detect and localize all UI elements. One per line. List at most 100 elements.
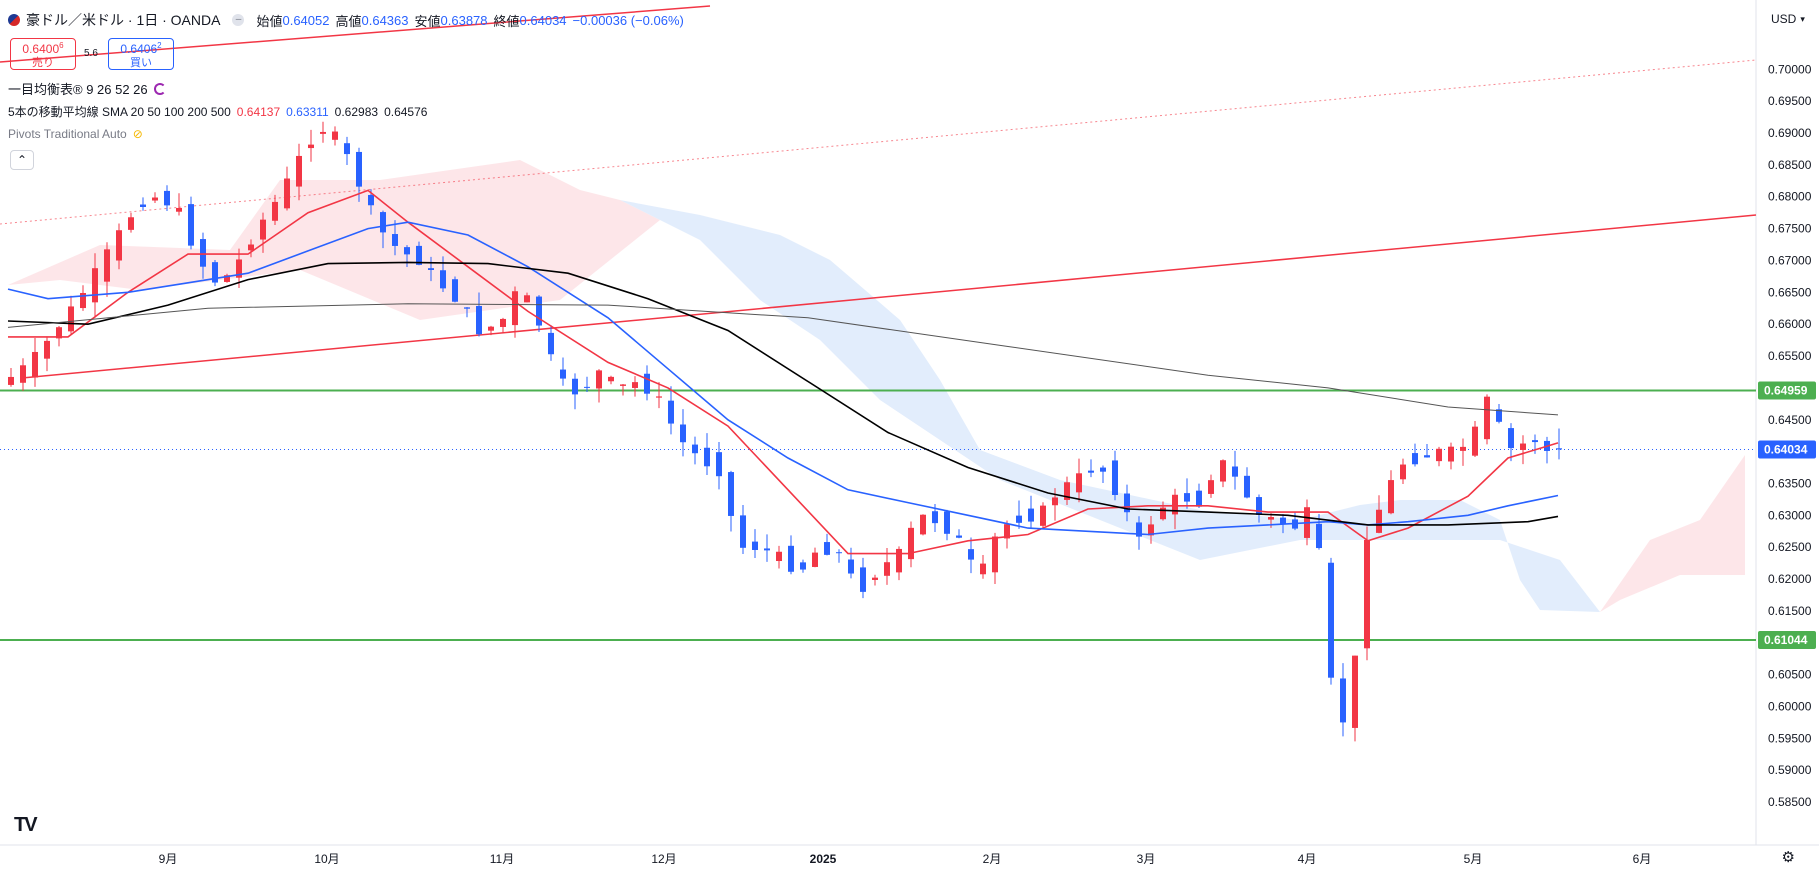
y-tick-label: 0.62000 — [1768, 572, 1812, 586]
x-tick-label: 2月 — [983, 852, 1002, 866]
sma-line-sma20[interactable] — [8, 189, 1559, 555]
x-tick-label: 12月 — [651, 852, 676, 866]
candle-body — [1472, 426, 1478, 456]
sell-price: 0.6400 — [22, 41, 60, 56]
close-label: 終値 — [493, 13, 520, 29]
candle-body — [1100, 467, 1106, 472]
channel-bottom-line[interactable] — [21, 214, 1757, 379]
candle-body — [608, 376, 614, 382]
pivots-label: Pivots Traditional Auto — [8, 127, 127, 141]
candle-body — [140, 204, 146, 207]
candle-body — [824, 542, 830, 555]
candle-body — [812, 552, 818, 567]
buy-button[interactable]: 0.64062 買い — [108, 38, 174, 70]
candle-body — [1340, 678, 1346, 723]
y-tick-label: 0.66500 — [1768, 285, 1812, 299]
symbol-title[interactable]: 豪ドル／米ドル · 1日 · OANDA — [26, 12, 221, 28]
candle-body — [572, 378, 578, 395]
current-price-tag[interactable] — [1758, 440, 1816, 459]
candle-body — [1496, 409, 1502, 422]
tradingview-logo-icon: TV — [14, 814, 38, 836]
currency-label: USD — [1771, 12, 1797, 26]
level-0-tag-label: 0.64959 — [1764, 384, 1808, 398]
candle-body — [260, 219, 266, 240]
hidden-eye-icon[interactable]: ⊘ — [132, 127, 143, 141]
candle-body — [836, 552, 842, 554]
candle-body — [104, 249, 110, 282]
level-1-tag[interactable] — [1758, 630, 1816, 649]
tradingview-logo[interactable]: TV — [14, 814, 38, 837]
candle-body — [980, 563, 986, 575]
sma-label: 5本の移動平均線 SMA 20 50 100 200 500 — [8, 105, 231, 119]
y-tick-label: 0.67500 — [1768, 222, 1812, 236]
channel-mid-line[interactable] — [0, 59, 1757, 225]
candle-body — [668, 400, 674, 424]
candle-body — [332, 131, 338, 140]
collapse-legend-button[interactable]: ⌃ — [10, 150, 34, 170]
low-label: 安値 — [414, 13, 441, 29]
candle-body — [44, 340, 50, 359]
candle-body — [416, 245, 422, 265]
ichimoku-legend[interactable]: 一目均衡表® 9 26 52 26 — [8, 79, 166, 98]
candle-body — [1448, 446, 1454, 462]
y-tick-label: 0.59000 — [1768, 763, 1812, 777]
candle-body — [1508, 428, 1514, 449]
candle-body — [764, 548, 770, 551]
candle-body — [548, 332, 554, 355]
buy-price: 0.6406 — [120, 41, 158, 56]
candle-body — [488, 326, 494, 331]
settings-gear-button[interactable]: ⚙ — [1782, 848, 1795, 866]
y-tick-label: 0.60500 — [1768, 668, 1812, 682]
y-tick-label: 0.65500 — [1768, 349, 1812, 363]
candle-body — [1040, 505, 1046, 526]
candle-body — [656, 396, 662, 398]
candle-body — [1124, 493, 1130, 513]
candle-body — [716, 452, 722, 477]
open-value: 0.64052 — [282, 12, 330, 28]
candle-body — [80, 292, 86, 309]
currency-button[interactable]: USD ▾ — [1763, 8, 1819, 30]
pivots-legend[interactable]: Pivots Traditional Auto ⊘ — [8, 127, 143, 141]
candle-body — [308, 144, 314, 149]
y-tick-label: 0.68500 — [1768, 158, 1812, 172]
candle-body — [344, 143, 350, 155]
candle-body — [464, 307, 470, 309]
y-tick-label: 0.63000 — [1768, 508, 1812, 522]
candle-body — [1400, 464, 1406, 480]
candle-body — [1136, 522, 1142, 537]
candle-body — [1436, 448, 1442, 462]
candle-body — [788, 545, 794, 572]
sma20-value: 0.64137 — [236, 104, 281, 119]
y-tick-label: 0.70000 — [1768, 62, 1812, 76]
candle-body — [860, 567, 866, 592]
candle-body — [992, 536, 998, 573]
level-1-tag-label: 0.61044 — [1764, 633, 1808, 647]
candle-body — [632, 382, 638, 388]
candle-body — [1328, 562, 1334, 678]
candle-body — [452, 279, 458, 302]
ichimoku-cloud-future — [1600, 455, 1745, 612]
candle-body — [944, 511, 950, 534]
buy-label: 買い — [130, 56, 152, 69]
level-0-tag[interactable] — [1758, 381, 1816, 400]
candle-body — [284, 178, 290, 209]
candle-body — [1148, 524, 1154, 536]
symbol-legend[interactable]: 豪ドル／米ドル · 1日 · OANDA – 始値 0.64052 高値 0.643… — [8, 10, 684, 30]
candle-body — [8, 376, 14, 385]
candle-body — [356, 151, 362, 187]
sma-legend[interactable]: 5本の移動平均線 SMA 20 50 100 200 500 0.64137 0… — [8, 103, 427, 120]
candle-body — [56, 327, 62, 339]
sma-line-sma500[interactable] — [7, 303, 1559, 416]
candle-body — [1244, 475, 1250, 498]
sma-line-sma200[interactable] — [7, 261, 1559, 526]
spread-value: 5.6 — [84, 48, 98, 59]
sma500-value: 0.64576 — [384, 104, 428, 119]
sell-button[interactable]: 0.64006 売り — [10, 38, 76, 70]
candle-body — [128, 217, 134, 230]
candle-body — [1484, 396, 1490, 440]
y-tick-label: 0.69500 — [1768, 94, 1812, 108]
candle-body — [596, 370, 602, 389]
channel-top-line[interactable] — [0, 5, 711, 63]
change-value: −0.00036 (−0.06%) — [572, 12, 684, 28]
